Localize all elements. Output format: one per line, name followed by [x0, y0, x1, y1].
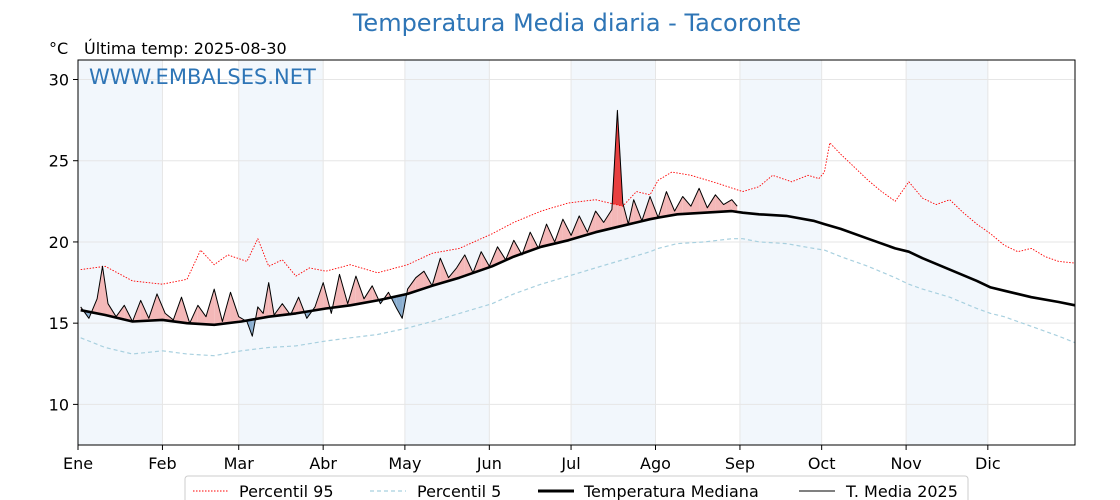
- x-tick-label: Abr: [309, 454, 337, 473]
- above-median-fill: [715, 194, 724, 213]
- chart-title: Temperatura Media diaria - Tacoronte: [352, 9, 801, 37]
- media-2025-line: [80, 109, 738, 337]
- x-tick-label: Dic: [975, 454, 1001, 473]
- below-median-fill: [396, 295, 403, 319]
- month-band-mar: [238, 60, 324, 445]
- above-median-fill: [699, 188, 708, 214]
- y-tick-label: 25: [49, 152, 69, 171]
- month-band-nov: [906, 60, 988, 445]
- x-tick-label: May: [388, 454, 421, 473]
- y-tick-label: 30: [49, 70, 69, 89]
- y-tick-label: 20: [49, 233, 69, 252]
- legend-frame: [184, 475, 969, 500]
- y-tick-label: 15: [49, 314, 69, 333]
- above-median-fill: [364, 285, 373, 303]
- median-line: [80, 209, 1076, 327]
- x-tick-label: Ene: [63, 454, 93, 473]
- x-tick-label: Jul: [560, 454, 580, 473]
- legend: Percentil 95 Percentil 5 Temperatura Med…: [184, 475, 969, 500]
- above-median-fill: [456, 254, 465, 279]
- month-band-ene: [78, 60, 163, 445]
- above-median-fill: [690, 188, 700, 214]
- month-band-jul: [571, 60, 656, 445]
- above-median-fill: [595, 211, 604, 233]
- above-median-fill: [731, 199, 738, 212]
- above-median-fill: [197, 305, 207, 325]
- above-median-fill: [97, 266, 103, 315]
- above-median-fill: [723, 199, 732, 212]
- legend-label-p5: Percentil 5: [417, 482, 501, 500]
- above-median-fill: [707, 194, 716, 213]
- x-axis: Ene Feb Mar Abr May Jun Jul Ago Sep Oct Nov Dic: [63, 445, 1001, 473]
- above-median-fill: [448, 267, 457, 281]
- month-band-sep: [739, 60, 822, 445]
- month-bands: [78, 60, 988, 445]
- above-median-fill: [440, 258, 449, 284]
- series-lines: [80, 109, 1076, 357]
- p5-line: [80, 238, 1076, 357]
- legend-label-2025: T. Media 2025: [845, 482, 958, 500]
- x-tick-label: Ago: [640, 454, 671, 473]
- x-tick-label: Jun: [476, 454, 502, 473]
- above-median-fill: [257, 306, 264, 319]
- y-tick-label: 10: [49, 395, 69, 414]
- legend-label-p95: Percentil 95: [239, 482, 334, 500]
- above-median-fill: [497, 246, 506, 264]
- above-median-fill: [603, 209, 612, 231]
- plot-frame: [77, 59, 1076, 446]
- month-band-may: [404, 60, 490, 445]
- above-median-fill: [682, 196, 691, 214]
- legend-label-median: Temperatura Mediana: [583, 482, 759, 500]
- above-median-fill: [407, 277, 416, 294]
- above-median-fill: [579, 215, 588, 238]
- unit-label: °C: [49, 39, 68, 58]
- above-median-fill: [206, 289, 215, 325]
- last-reading-label: Última temp: 2025-08-30: [84, 39, 287, 58]
- above-median-fill: [562, 219, 572, 242]
- x-tick-label: Feb: [148, 454, 176, 473]
- above-median-fill: [156, 293, 166, 321]
- x-tick-label: Mar: [224, 454, 255, 473]
- x-tick-label: Nov: [890, 454, 921, 473]
- y-axis: 10 15 20 25 30: [49, 70, 78, 414]
- watermark: WWW.EMBALSES.NET: [89, 65, 316, 89]
- above-p95-fill: [611, 110, 623, 207]
- x-tick-label: Oct: [808, 454, 836, 473]
- x-tick-label: Sep: [725, 454, 755, 473]
